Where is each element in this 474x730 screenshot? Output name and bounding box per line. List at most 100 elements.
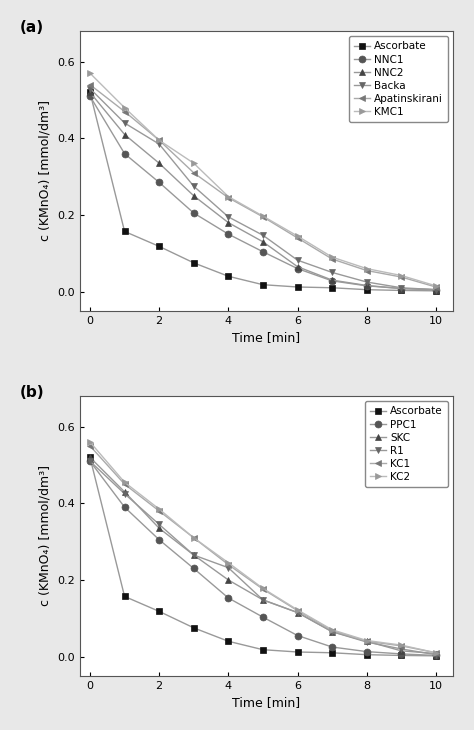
Ascorbate [191,258,197,267]
KMC1 [364,264,370,273]
KC1 [191,534,197,542]
NNC2 [295,262,301,271]
Text: (a): (a) [20,20,44,35]
KMC1 [191,159,197,168]
NNC2 [122,130,128,139]
SKC [295,608,301,617]
Apatinskirani [329,255,335,264]
Ascorbate [329,648,335,657]
Ascorbate [191,623,197,632]
Backa [295,255,301,264]
X-axis label: Time [min]: Time [min] [232,331,301,344]
NNC2 [87,88,93,97]
Backa [260,231,266,239]
KC2 [87,438,93,447]
PPC1 [191,564,197,573]
Ascorbate [156,242,162,251]
Apatinskirani [433,283,439,291]
PPC1 [260,612,266,621]
NNC1 [156,178,162,187]
NNC1 [260,247,266,256]
Line: PPC1: PPC1 [87,458,439,659]
PPC1 [329,642,335,651]
Ascorbate [399,651,404,660]
NNC2 [226,218,231,227]
Ascorbate [433,286,439,295]
Line: SKC: SKC [87,454,439,657]
KC1 [329,626,335,635]
KC1 [295,606,301,615]
R1 [329,627,335,636]
KC1 [156,507,162,515]
SKC [191,550,197,559]
NNC2 [260,237,266,246]
KC2 [226,558,231,567]
NNC1 [122,149,128,158]
NNC1 [399,284,404,293]
NNC1 [295,264,301,273]
PPC1 [399,650,404,658]
KC2 [399,641,404,650]
KC1 [364,637,370,645]
SKC [329,627,335,636]
Line: Ascorbate: Ascorbate [87,454,439,659]
KMC1 [260,212,266,220]
NNC1 [87,92,93,101]
KMC1 [156,136,162,145]
KC2 [364,636,370,645]
KC1 [433,648,439,657]
R1 [433,650,439,659]
SKC [364,637,370,645]
R1 [191,550,197,559]
NNC2 [399,284,404,293]
Ascorbate [364,285,370,294]
R1 [156,520,162,529]
Ascorbate [87,453,93,462]
Ascorbate [433,651,439,660]
Apatinskirani [260,212,266,221]
X-axis label: Time [min]: Time [min] [232,696,301,709]
Backa [122,119,128,128]
Line: KC1: KC1 [87,442,439,656]
NNC1 [226,230,231,239]
Line: NNC1: NNC1 [87,93,439,293]
KC2 [122,478,128,487]
KC1 [260,585,266,593]
R1 [87,457,93,466]
Line: KMC1: KMC1 [87,70,439,289]
Apatinskirani [399,272,404,281]
KC2 [329,626,335,634]
NNC1 [433,285,439,294]
Line: Ascorbate: Ascorbate [87,89,439,294]
Ascorbate [226,272,231,280]
Apatinskirani [191,169,197,177]
Ascorbate [260,645,266,654]
SKC [87,453,93,462]
NNC2 [191,191,197,200]
KMC1 [433,282,439,291]
NNC1 [329,277,335,285]
PPC1 [226,593,231,602]
R1 [226,564,231,572]
Y-axis label: c (KMnO₄) [mmol/dm³]: c (KMnO₄) [mmol/dm³] [38,466,52,607]
Ascorbate [122,227,128,236]
Ascorbate [295,283,301,291]
Apatinskirani [122,107,128,116]
NNC1 [364,282,370,291]
KC1 [87,442,93,450]
SKC [260,596,266,604]
Ascorbate [329,283,335,292]
PPC1 [433,651,439,660]
Backa [399,283,404,292]
PPC1 [87,457,93,466]
Ascorbate [87,88,93,97]
KMC1 [329,253,335,261]
Backa [329,268,335,277]
KC1 [226,560,231,569]
Apatinskirani [226,193,231,202]
Ascorbate [260,280,266,289]
Apatinskirani [364,266,370,275]
Apatinskirani [295,234,301,242]
PPC1 [122,503,128,512]
Backa [87,84,93,93]
